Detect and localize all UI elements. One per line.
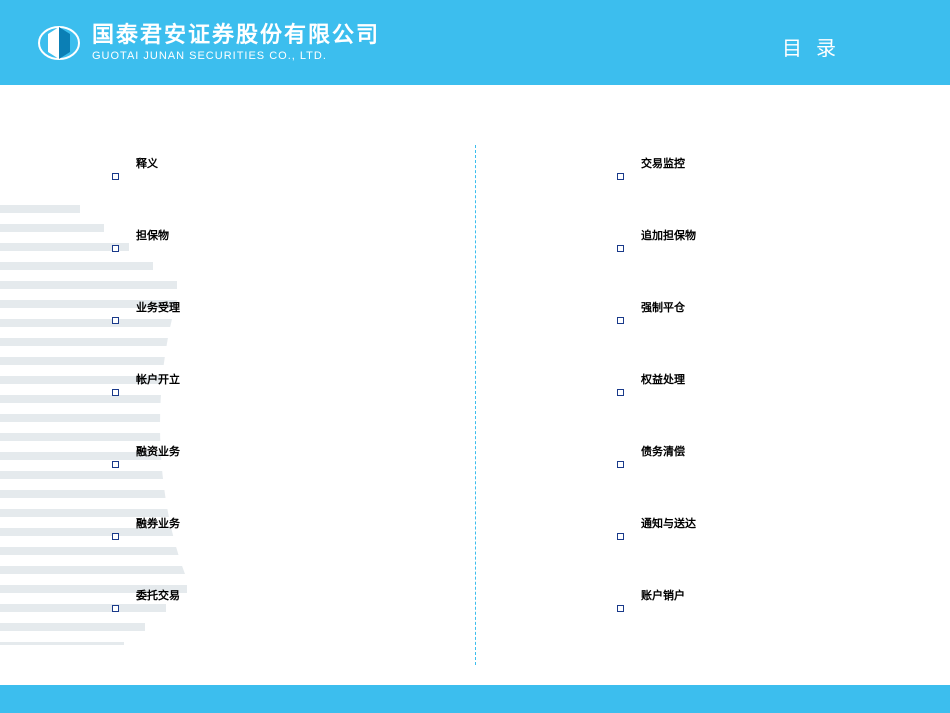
company-name-en: GUOTAI JUNAN SECURITIES CO., LTD.	[92, 49, 380, 63]
square-bullet-icon	[617, 533, 624, 540]
toc-label: 债务清偿	[641, 443, 685, 459]
toc-label: 账户销户	[641, 587, 685, 603]
logo-block: 国泰君安证券股份有限公司 GUOTAI JUNAN SECURITIES CO.…	[38, 22, 380, 64]
toc-item[interactable]: 融券业务	[112, 515, 475, 539]
content-area: 释义担保物业务受理帐户开立融资业务融券业务委托交易 交易监控追加担保物强制平仓权…	[0, 85, 950, 685]
square-bullet-icon	[112, 173, 119, 180]
toc-label: 强制平仓	[641, 299, 685, 315]
square-bullet-icon	[112, 317, 119, 324]
toc-item[interactable]: 账户销户	[617, 587, 950, 611]
square-bullet-icon	[617, 461, 624, 468]
toc-label: 权益处理	[641, 371, 685, 387]
toc-item[interactable]: 通知与送达	[617, 515, 950, 539]
toc-label: 业务受理	[136, 299, 180, 315]
toc-label: 释义	[136, 155, 158, 171]
toc-label: 通知与送达	[641, 515, 696, 531]
square-bullet-icon	[617, 317, 624, 324]
page-title: 目录	[782, 32, 850, 61]
toc-item[interactable]: 释义	[112, 155, 475, 179]
square-bullet-icon	[617, 173, 624, 180]
square-bullet-icon	[112, 533, 119, 540]
toc-item[interactable]: 融资业务	[112, 443, 475, 467]
toc-item[interactable]: 权益处理	[617, 371, 950, 395]
toc-columns: 释义担保物业务受理帐户开立融资业务融券业务委托交易 交易监控追加担保物强制平仓权…	[0, 145, 950, 665]
toc-item[interactable]: 委托交易	[112, 587, 475, 611]
header-bar: 国泰君安证券股份有限公司 GUOTAI JUNAN SECURITIES CO.…	[0, 0, 950, 85]
square-bullet-icon	[112, 461, 119, 468]
square-bullet-icon	[617, 245, 624, 252]
toc-item[interactable]: 追加担保物	[617, 227, 950, 251]
toc-item[interactable]: 帐户开立	[112, 371, 475, 395]
square-bullet-icon	[617, 605, 624, 612]
square-bullet-icon	[112, 245, 119, 252]
toc-item[interactable]: 强制平仓	[617, 299, 950, 323]
toc-item[interactable]: 交易监控	[617, 155, 950, 179]
toc-label: 追加担保物	[641, 227, 696, 243]
square-bullet-icon	[617, 389, 624, 396]
toc-item[interactable]: 债务清偿	[617, 443, 950, 467]
toc-right-column: 交易监控追加担保物强制平仓权益处理债务清偿通知与送达账户销户	[475, 145, 950, 665]
toc-label: 交易监控	[641, 155, 685, 171]
square-bullet-icon	[112, 389, 119, 396]
toc-label: 融资业务	[136, 443, 180, 459]
company-logo-icon	[38, 22, 80, 64]
toc-label: 委托交易	[136, 587, 180, 603]
company-name-cn: 国泰君安证券股份有限公司	[92, 22, 380, 48]
footer-bar	[0, 685, 950, 713]
toc-label: 担保物	[136, 227, 169, 243]
toc-item[interactable]: 业务受理	[112, 299, 475, 323]
toc-item[interactable]: 担保物	[112, 227, 475, 251]
company-text: 国泰君安证券股份有限公司 GUOTAI JUNAN SECURITIES CO.…	[92, 22, 380, 63]
toc-label: 融券业务	[136, 515, 180, 531]
toc-left-column: 释义担保物业务受理帐户开立融资业务融券业务委托交易	[0, 145, 475, 665]
toc-label: 帐户开立	[136, 371, 180, 387]
square-bullet-icon	[112, 605, 119, 612]
